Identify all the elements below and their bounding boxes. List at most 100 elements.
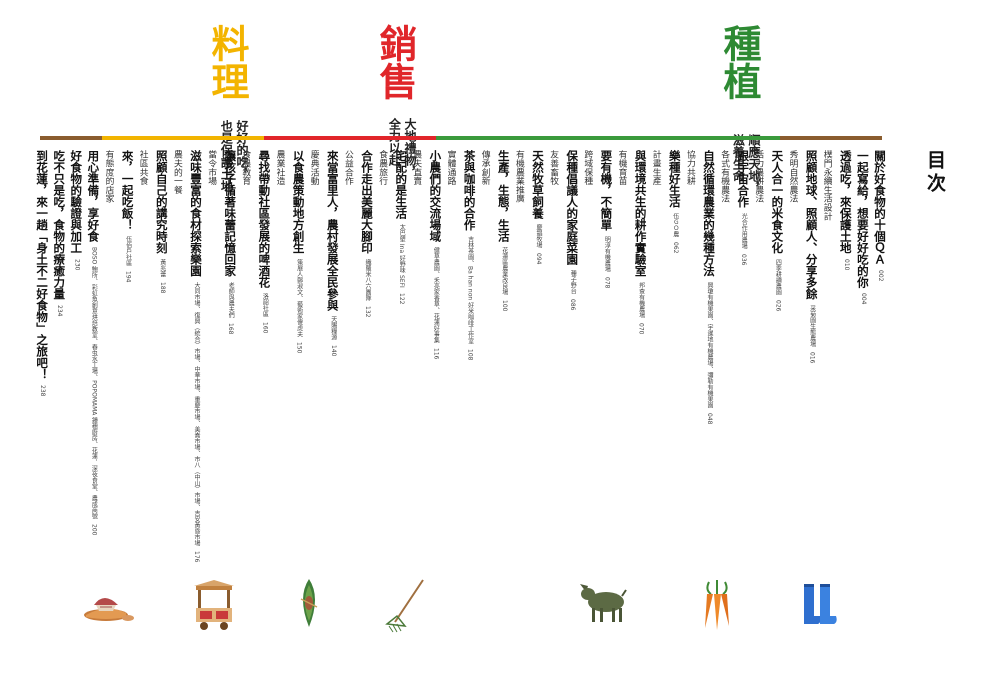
toc-entry-title: 來，一起吃飯！: [120, 150, 135, 231]
page-number: 086: [569, 299, 577, 311]
toc-entry-title: 慶典活動: [308, 150, 319, 186]
page-number: 168: [227, 322, 235, 334]
toc-entry: 尋找帶動社區發展的啤酒花洛韶社區 160: [256, 150, 272, 333]
food-cart-icon: [194, 580, 234, 630]
toc-entry-title: 秀明自然農法: [787, 150, 798, 203]
toc-category: 友善畜牧: [547, 150, 560, 185]
toc-entry: 合作走出美麗大腳印織羅米八六團隊 132: [359, 150, 375, 317]
section-title-liaoli: 料理: [205, 24, 249, 100]
page-number: 230: [73, 258, 81, 270]
toc-entry: 跟宇宙合作光合作用農場 036: [735, 150, 751, 265]
page-number: 188: [158, 281, 166, 293]
toc-entry: 吃不只是吃，食物的療癒力量 234: [51, 150, 67, 316]
toc-entry: 到花蓮，來一趟「身土不二好食物」之旅吧！ 238: [34, 150, 50, 396]
toc-entry-source: 黃兆蕾: [158, 258, 166, 277]
toc-entry-title: 照顧地球、照顧人、分享多餘: [804, 150, 819, 300]
toc-entry: 透過吃，來保護土地 010: [838, 150, 854, 270]
toc-entry-source: 光合作用農場: [740, 212, 748, 249]
page-number: 094: [535, 253, 542, 265]
toc-category: 計畫生產: [650, 150, 663, 185]
toc-category: 協力共耕: [684, 150, 697, 185]
toc-entry-title: 農夫的一餐: [171, 150, 182, 194]
toc-category: 公益合作: [342, 150, 355, 185]
color-bar-yellow: [102, 136, 264, 140]
toc-entry-title: 食農教育: [240, 150, 251, 186]
toc-entry: 關於好食物的十個ＱＡ 002: [872, 150, 888, 281]
toc-entry-title: 天人合一的米食文化: [770, 150, 785, 254]
section-title-zhongzhi: 種植: [717, 24, 761, 100]
section-header-zhongzhi: 種植 順應天地， 滋養生命: [712, 24, 767, 194]
section-header-xiaoshou: 銷售 大地禮物， 全力以赴: [368, 24, 423, 178]
toc-category: 有機農業推廣: [513, 150, 526, 203]
toc-category: 食農教育: [239, 150, 252, 185]
toc-entry-source: 策展人鄭淑文、藝術家傻虎夫: [295, 258, 303, 337]
toc-entry: 來，一起吃飯！ 伍佰戶社區 194: [120, 150, 136, 282]
toc-entry-source: 慶錩牧場: [535, 224, 542, 248]
toc-category: 秀明自然農法: [787, 150, 800, 203]
toc-entry-title: 社區共食: [137, 150, 148, 186]
toc-entry-title: 活力農耕農法: [753, 150, 764, 203]
toc-entry: 小農們的交流場域健草農園、禾亮家香草、花蓮好事集 116: [427, 150, 443, 359]
page-number: 234: [56, 304, 64, 316]
page-number: 026: [774, 299, 782, 311]
page-number: 150: [295, 341, 303, 353]
toc-entry-title: 有態度的店家: [103, 150, 114, 203]
toc-entry: 照顧地球、照顧人、分享多餘采菊園生態農場 016: [804, 150, 820, 363]
rice-dumpling-icon: [300, 579, 318, 627]
toc-entry: 保種倡議人的家庭菜園種子野台 086: [564, 150, 580, 310]
toc-entry-title: 實體通路: [445, 150, 456, 186]
toc-entry: 天人合一的米食文化四季耕讀農園 026: [769, 150, 785, 311]
toc-entry-title: 協力共耕: [684, 150, 695, 186]
toc-entry-source: 明淳有機農場: [603, 235, 611, 272]
section-subtitle-xiaoshou: 大地禮物， 全力以赴: [387, 118, 417, 178]
toc-entry-title: 樂種好生活: [667, 150, 682, 208]
page-number: 078: [603, 276, 611, 288]
toc-entry: 茶與咖啡的合作吉林茶園、Ba han non 好米咖啡工作室 108: [462, 150, 478, 360]
toc-entry-source: 織羅米八六團隊: [364, 258, 371, 301]
toc-entry: 用心準備，享好食 BOSO 鮑所、彩虹魚創意烘焙教室、春虫水工場、POPOMAMA…: [85, 150, 101, 536]
toc-entry-title: 來當富里人，農村發展全民參與: [325, 150, 340, 311]
page-number: 116: [432, 348, 440, 360]
page-number: 070: [637, 322, 645, 334]
toc-category: 各式有機農法: [718, 150, 731, 203]
page-number: 140: [329, 345, 337, 357]
toc-entry-title: 天然牧草飼養: [531, 150, 545, 219]
toc-category: 食農旅行: [376, 150, 389, 185]
toc-entry-source: 吉林茶園、Ba han non 好米咖啡工作室: [466, 235, 474, 344]
page-number: 048: [706, 412, 713, 424]
page-number: 002: [877, 270, 884, 282]
toc-entry-source: 種子野台: [569, 270, 577, 294]
toc-entry: 一起寫給，想要好好吃的你 004: [855, 150, 871, 304]
color-bar-brown: [780, 136, 882, 140]
goat-icon: [580, 584, 627, 622]
page-number: 036: [740, 253, 748, 265]
toc-entry-title: 關於好食物的十個ＱＡ: [873, 150, 887, 265]
toc-entry-title: 合作走出美麗大腳印: [360, 150, 374, 254]
toc-entry-source: 興瓊有機果園、宇暹地有機農場、彌勒有機果園: [706, 281, 713, 408]
page-number: 200: [90, 524, 98, 536]
toc-entry-title: 有機育苗: [616, 150, 627, 186]
rain-boots-icon: [804, 584, 837, 624]
page-number: 122: [398, 292, 406, 305]
toc-entry-title: 跟宇宙合作: [736, 150, 751, 208]
toc-category: 有機育苗: [616, 150, 629, 185]
carrots-icon: [705, 579, 729, 630]
toc-entry-title: 傳承創新: [479, 150, 490, 186]
toc-entry-source: 健草農園、禾亮家香草、花蓮好事集: [432, 247, 440, 343]
toc-entry-title: 滋味豐富的食材探索樂園: [189, 150, 203, 277]
page-number: 132: [364, 305, 371, 317]
toc-category: 樸門永續生活設計: [821, 150, 834, 220]
toc-entry: 讓孩子循著味蕾記憶回家老師與農夫們 168: [222, 150, 238, 334]
toc-entry-title: 農業社造: [274, 150, 285, 186]
toc-entry: 生產，生態，生活花蓮區農業改良場 100: [496, 150, 512, 311]
toc-entry-title: 吃不只是吃，食物的療癒力量: [52, 150, 67, 300]
section-title-xiaoshou: 銷售: [373, 24, 417, 100]
toc-entry-title: 保種倡議人的家庭菜園: [565, 150, 580, 265]
toc-entry-source: BOSO 鮑所、彩虹魚創意烘焙教室、春虫水工場、POPOMAMA 鍾穗廚房、花蓮…: [90, 247, 98, 520]
toc-category: 有態度的店家: [103, 150, 116, 203]
toc-entry-title: 各式有機農法: [719, 150, 730, 203]
page-number: 160: [261, 322, 269, 334]
toc-entry-title: 以食農策動地方創生: [291, 150, 306, 254]
page-number: 016: [808, 351, 816, 363]
